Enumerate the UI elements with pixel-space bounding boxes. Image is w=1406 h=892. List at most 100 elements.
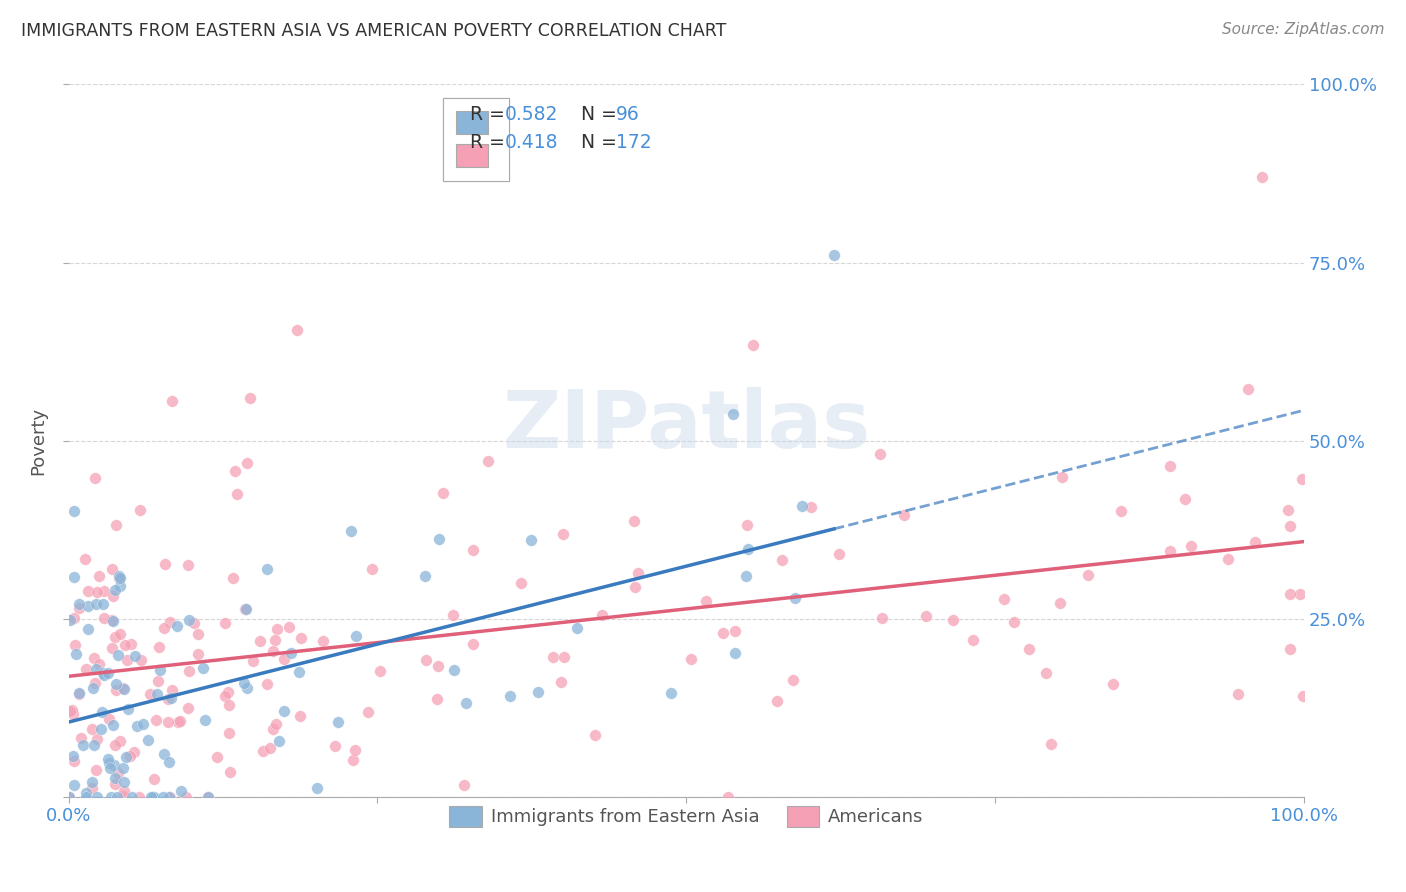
Point bbox=[121, 789, 143, 804]
Point bbox=[104, 677, 127, 691]
Point bbox=[312, 633, 335, 648]
Point bbox=[262, 722, 284, 736]
Point bbox=[914, 609, 936, 624]
Point bbox=[453, 779, 475, 793]
Point bbox=[1288, 587, 1310, 601]
Point bbox=[426, 692, 449, 706]
Point bbox=[112, 775, 135, 789]
Point bbox=[233, 676, 256, 690]
Point bbox=[734, 569, 756, 583]
Point bbox=[84, 662, 107, 676]
Point bbox=[125, 718, 148, 732]
Point bbox=[98, 761, 121, 775]
Point bbox=[256, 562, 278, 576]
Point bbox=[60, 703, 83, 717]
Point bbox=[187, 647, 209, 661]
Point bbox=[153, 747, 176, 761]
Point bbox=[267, 733, 290, 747]
Point bbox=[288, 665, 311, 679]
Point bbox=[214, 689, 236, 703]
Point bbox=[128, 789, 150, 804]
Point bbox=[155, 557, 177, 571]
Text: IMMIGRANTS FROM EASTERN ASIA VS AMERICAN POVERTY CORRELATION CHART: IMMIGRANTS FROM EASTERN ASIA VS AMERICAN… bbox=[21, 22, 727, 40]
Point bbox=[179, 614, 201, 628]
Point bbox=[107, 765, 129, 780]
Point bbox=[157, 755, 180, 769]
Point bbox=[461, 543, 484, 558]
Point bbox=[148, 640, 170, 655]
Point bbox=[122, 745, 145, 759]
Point bbox=[111, 789, 134, 803]
Point bbox=[1278, 519, 1301, 533]
Point bbox=[328, 715, 350, 730]
Point bbox=[153, 621, 176, 635]
Point bbox=[73, 552, 96, 566]
Point bbox=[59, 613, 82, 627]
Point bbox=[75, 787, 97, 801]
Point bbox=[226, 487, 249, 501]
Point bbox=[166, 714, 188, 729]
Point bbox=[84, 597, 107, 611]
Point bbox=[305, 780, 328, 795]
Text: ZIPatlas: ZIPatlas bbox=[502, 387, 870, 466]
Point bbox=[280, 646, 302, 660]
Point bbox=[83, 651, 105, 665]
Text: R =: R = bbox=[470, 133, 510, 152]
Point bbox=[288, 709, 311, 723]
Text: 0.582: 0.582 bbox=[505, 105, 558, 124]
Point bbox=[724, 624, 747, 638]
Point bbox=[84, 471, 107, 485]
Point bbox=[86, 732, 108, 747]
Point bbox=[87, 657, 110, 671]
Point bbox=[104, 582, 127, 597]
Point bbox=[76, 584, 98, 599]
Point bbox=[166, 619, 188, 633]
Point bbox=[177, 664, 200, 678]
Point bbox=[62, 778, 84, 792]
Point bbox=[426, 658, 449, 673]
Point bbox=[84, 764, 107, 778]
Point bbox=[65, 647, 87, 661]
Point bbox=[413, 569, 436, 583]
Point bbox=[273, 652, 295, 666]
Point bbox=[115, 749, 138, 764]
Point bbox=[197, 789, 219, 804]
Point bbox=[93, 668, 115, 682]
Point bbox=[108, 579, 131, 593]
Point bbox=[139, 789, 162, 804]
Point bbox=[98, 756, 121, 771]
Point bbox=[183, 615, 205, 630]
Point bbox=[627, 566, 650, 581]
Point bbox=[108, 571, 131, 585]
Point bbox=[103, 614, 125, 628]
Point bbox=[58, 789, 80, 804]
Point bbox=[1277, 503, 1299, 517]
Point bbox=[1237, 382, 1260, 396]
Point bbox=[432, 485, 454, 500]
Point bbox=[67, 600, 90, 615]
Point bbox=[962, 633, 984, 648]
Point bbox=[128, 503, 150, 517]
Point bbox=[1159, 543, 1181, 558]
Point bbox=[108, 571, 131, 585]
Point bbox=[1039, 738, 1062, 752]
Point bbox=[105, 683, 128, 698]
Point bbox=[340, 524, 363, 538]
Point bbox=[100, 789, 122, 804]
Point bbox=[219, 764, 242, 779]
Text: 96: 96 bbox=[616, 105, 640, 124]
Point bbox=[197, 789, 219, 804]
Point bbox=[177, 701, 200, 715]
Point bbox=[264, 717, 287, 731]
Point bbox=[67, 597, 90, 611]
Point bbox=[152, 789, 174, 804]
Point bbox=[565, 621, 588, 635]
Point bbox=[108, 626, 131, 640]
Point bbox=[146, 687, 169, 701]
Point bbox=[120, 748, 142, 763]
Point bbox=[553, 527, 575, 541]
Y-axis label: Poverty: Poverty bbox=[30, 407, 46, 475]
Point bbox=[342, 753, 364, 767]
Point bbox=[441, 607, 464, 622]
Point bbox=[194, 713, 217, 727]
